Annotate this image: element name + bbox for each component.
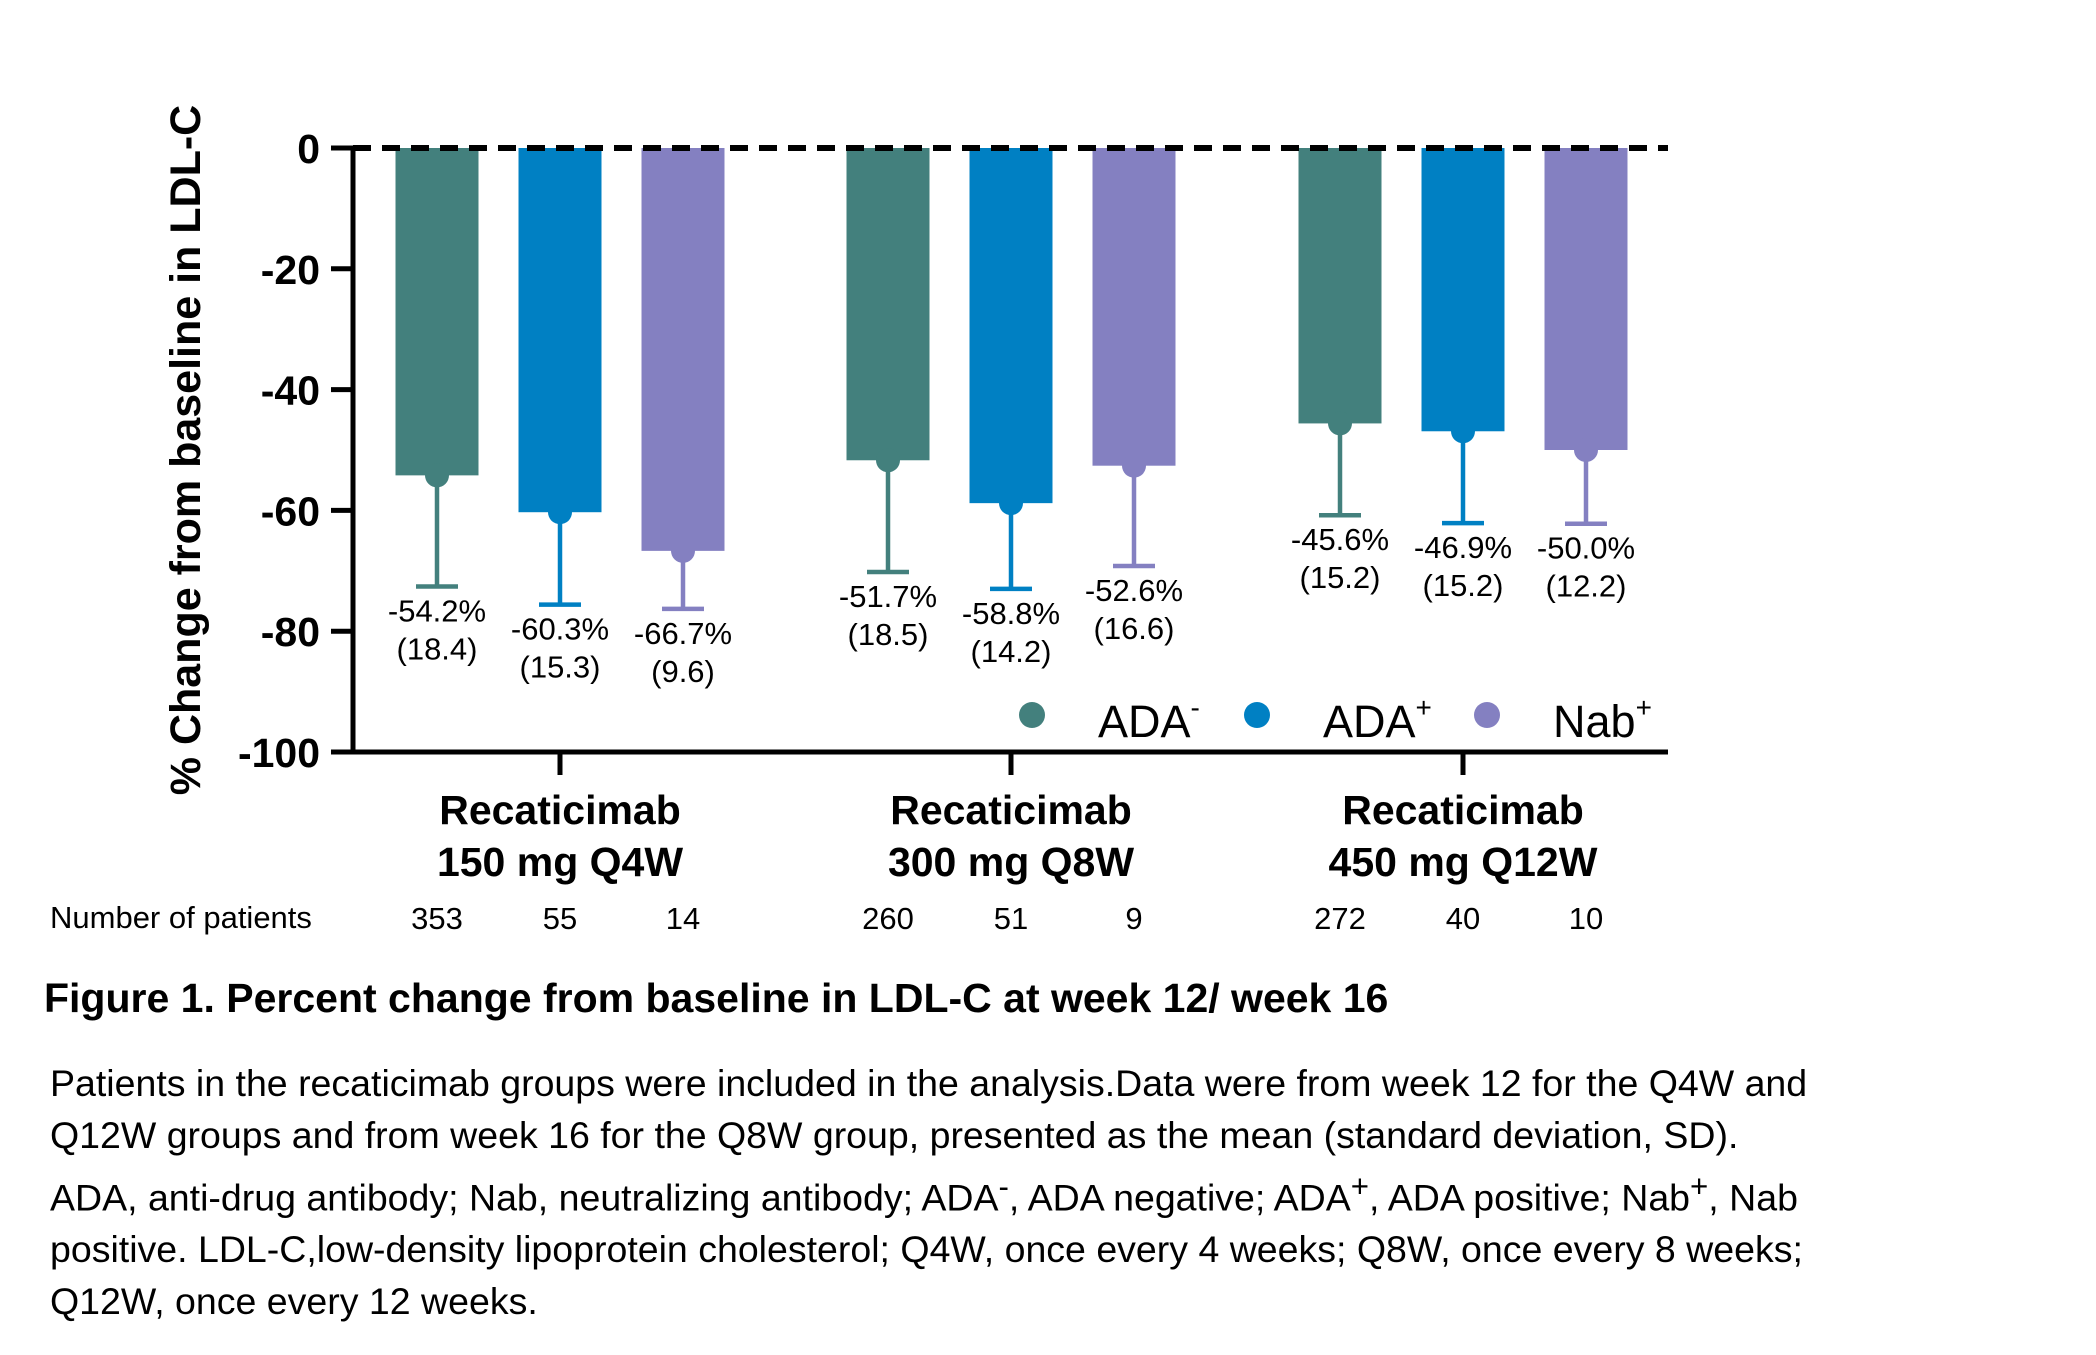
- x-group-label: 450 mg Q12W: [1329, 839, 1598, 885]
- bar: [969, 148, 1053, 504]
- x-group-label: 300 mg Q8W: [888, 839, 1134, 885]
- y-tick-label: -80: [261, 609, 320, 655]
- data-label: -52.6%: [1085, 573, 1183, 608]
- caption-line-4: positive. LDL-C,low-density lipoprotein …: [50, 1228, 1803, 1270]
- data-label: -46.9%: [1414, 530, 1512, 565]
- mean-marker: [548, 500, 572, 525]
- sd-label: (15.2): [1300, 560, 1381, 595]
- n-value: 260: [862, 901, 914, 936]
- sd-label: (18.4): [397, 632, 478, 667]
- mean-marker: [876, 448, 900, 473]
- x-group-label: Recaticimab: [1342, 787, 1584, 833]
- data-label: -50.0%: [1537, 531, 1635, 566]
- mean-marker: [1574, 438, 1598, 462]
- caption-line-5: Q12W, once every 12 weeks.: [50, 1279, 538, 1322]
- figure-caption: Patients in the recaticimab groups were …: [50, 1058, 2080, 1327]
- bar: [1092, 148, 1176, 466]
- legend-marker: [1474, 702, 1500, 728]
- y-tick-label: -60: [261, 488, 320, 534]
- n-value: 51: [994, 901, 1028, 936]
- bar: [1421, 148, 1505, 432]
- mean-marker: [1122, 453, 1146, 478]
- n-value: 14: [666, 901, 700, 936]
- data-label: -66.7%: [634, 616, 732, 651]
- sd-label: (15.3): [520, 650, 601, 685]
- n-row-label: Number of patients: [50, 900, 312, 935]
- n-value: 272: [1314, 901, 1366, 936]
- caption-text: , ADA positive; Nab: [1369, 1176, 1691, 1219]
- caption-sup: +: [1690, 1169, 1709, 1204]
- bar: [641, 148, 725, 551]
- data-label: -58.8%: [962, 596, 1060, 631]
- caption-text: , Nab: [1708, 1176, 1798, 1219]
- legend-label: Nab+: [1553, 692, 1652, 747]
- mean-marker: [671, 538, 695, 563]
- data-label: -51.7%: [839, 579, 937, 614]
- y-tick-label: -40: [261, 368, 320, 414]
- sd-label: (16.6): [1094, 611, 1175, 646]
- sd-label: (14.2): [971, 634, 1052, 669]
- caption-line-1: Patients in the recaticimab groups were …: [50, 1062, 1808, 1104]
- n-value: 40: [1446, 901, 1480, 936]
- bar: [1298, 148, 1382, 424]
- caption-line-3: ADA, anti-drug antibody; Nab, neutralizi…: [50, 1161, 2080, 1224]
- data-label: -60.3%: [511, 612, 609, 647]
- legend-marker: [1244, 702, 1270, 728]
- n-value: 55: [543, 901, 577, 936]
- mean-marker: [999, 491, 1023, 516]
- y-axis-title: % Change from baseline in LDL-C: [162, 105, 210, 795]
- bar: [395, 148, 479, 476]
- mean-marker: [1328, 411, 1352, 436]
- caption-sup: +: [1350, 1169, 1370, 1204]
- n-value: 9: [1125, 901, 1142, 936]
- legend-label: ADA+: [1323, 692, 1432, 747]
- bar: [518, 148, 602, 513]
- sd-label: (12.2): [1546, 569, 1627, 604]
- y-tick-label: -20: [261, 247, 320, 293]
- data-label: -45.6%: [1291, 522, 1389, 557]
- data-label: -54.2%: [388, 594, 486, 629]
- sd-label: (15.2): [1423, 568, 1504, 603]
- sd-label: (9.6): [651, 654, 715, 689]
- bar: [1544, 148, 1628, 450]
- y-tick-label: -100: [238, 730, 320, 776]
- n-value: 10: [1569, 901, 1603, 936]
- mean-marker: [1451, 419, 1475, 444]
- caption-sup: -: [998, 1169, 1009, 1204]
- legend-label: ADA-: [1098, 692, 1200, 747]
- y-tick-label: 0: [297, 126, 320, 172]
- n-value: 353: [411, 901, 463, 936]
- x-group-label: 150 mg Q4W: [437, 839, 683, 885]
- figure-title: Figure 1. Percent change from baseline i…: [44, 975, 1389, 1021]
- legend-marker: [1019, 702, 1045, 728]
- sd-label: (18.5): [848, 617, 929, 652]
- caption-text: , ADA negative; ADA: [1008, 1176, 1351, 1219]
- caption-line-2: Q12W groups and from week 16 for the Q8W…: [50, 1113, 1739, 1156]
- x-group-label: Recaticimab: [890, 787, 1132, 833]
- bar-chart: 0 -20 -40 -60 -80 -100 % Change from baseline …: [50, 105, 1668, 936]
- x-group-label: Recaticimab: [439, 787, 681, 833]
- bar: [846, 148, 930, 461]
- caption-text: ADA, anti-drug antibody; Nab, neutralizi…: [50, 1176, 999, 1219]
- mean-marker: [425, 463, 449, 488]
